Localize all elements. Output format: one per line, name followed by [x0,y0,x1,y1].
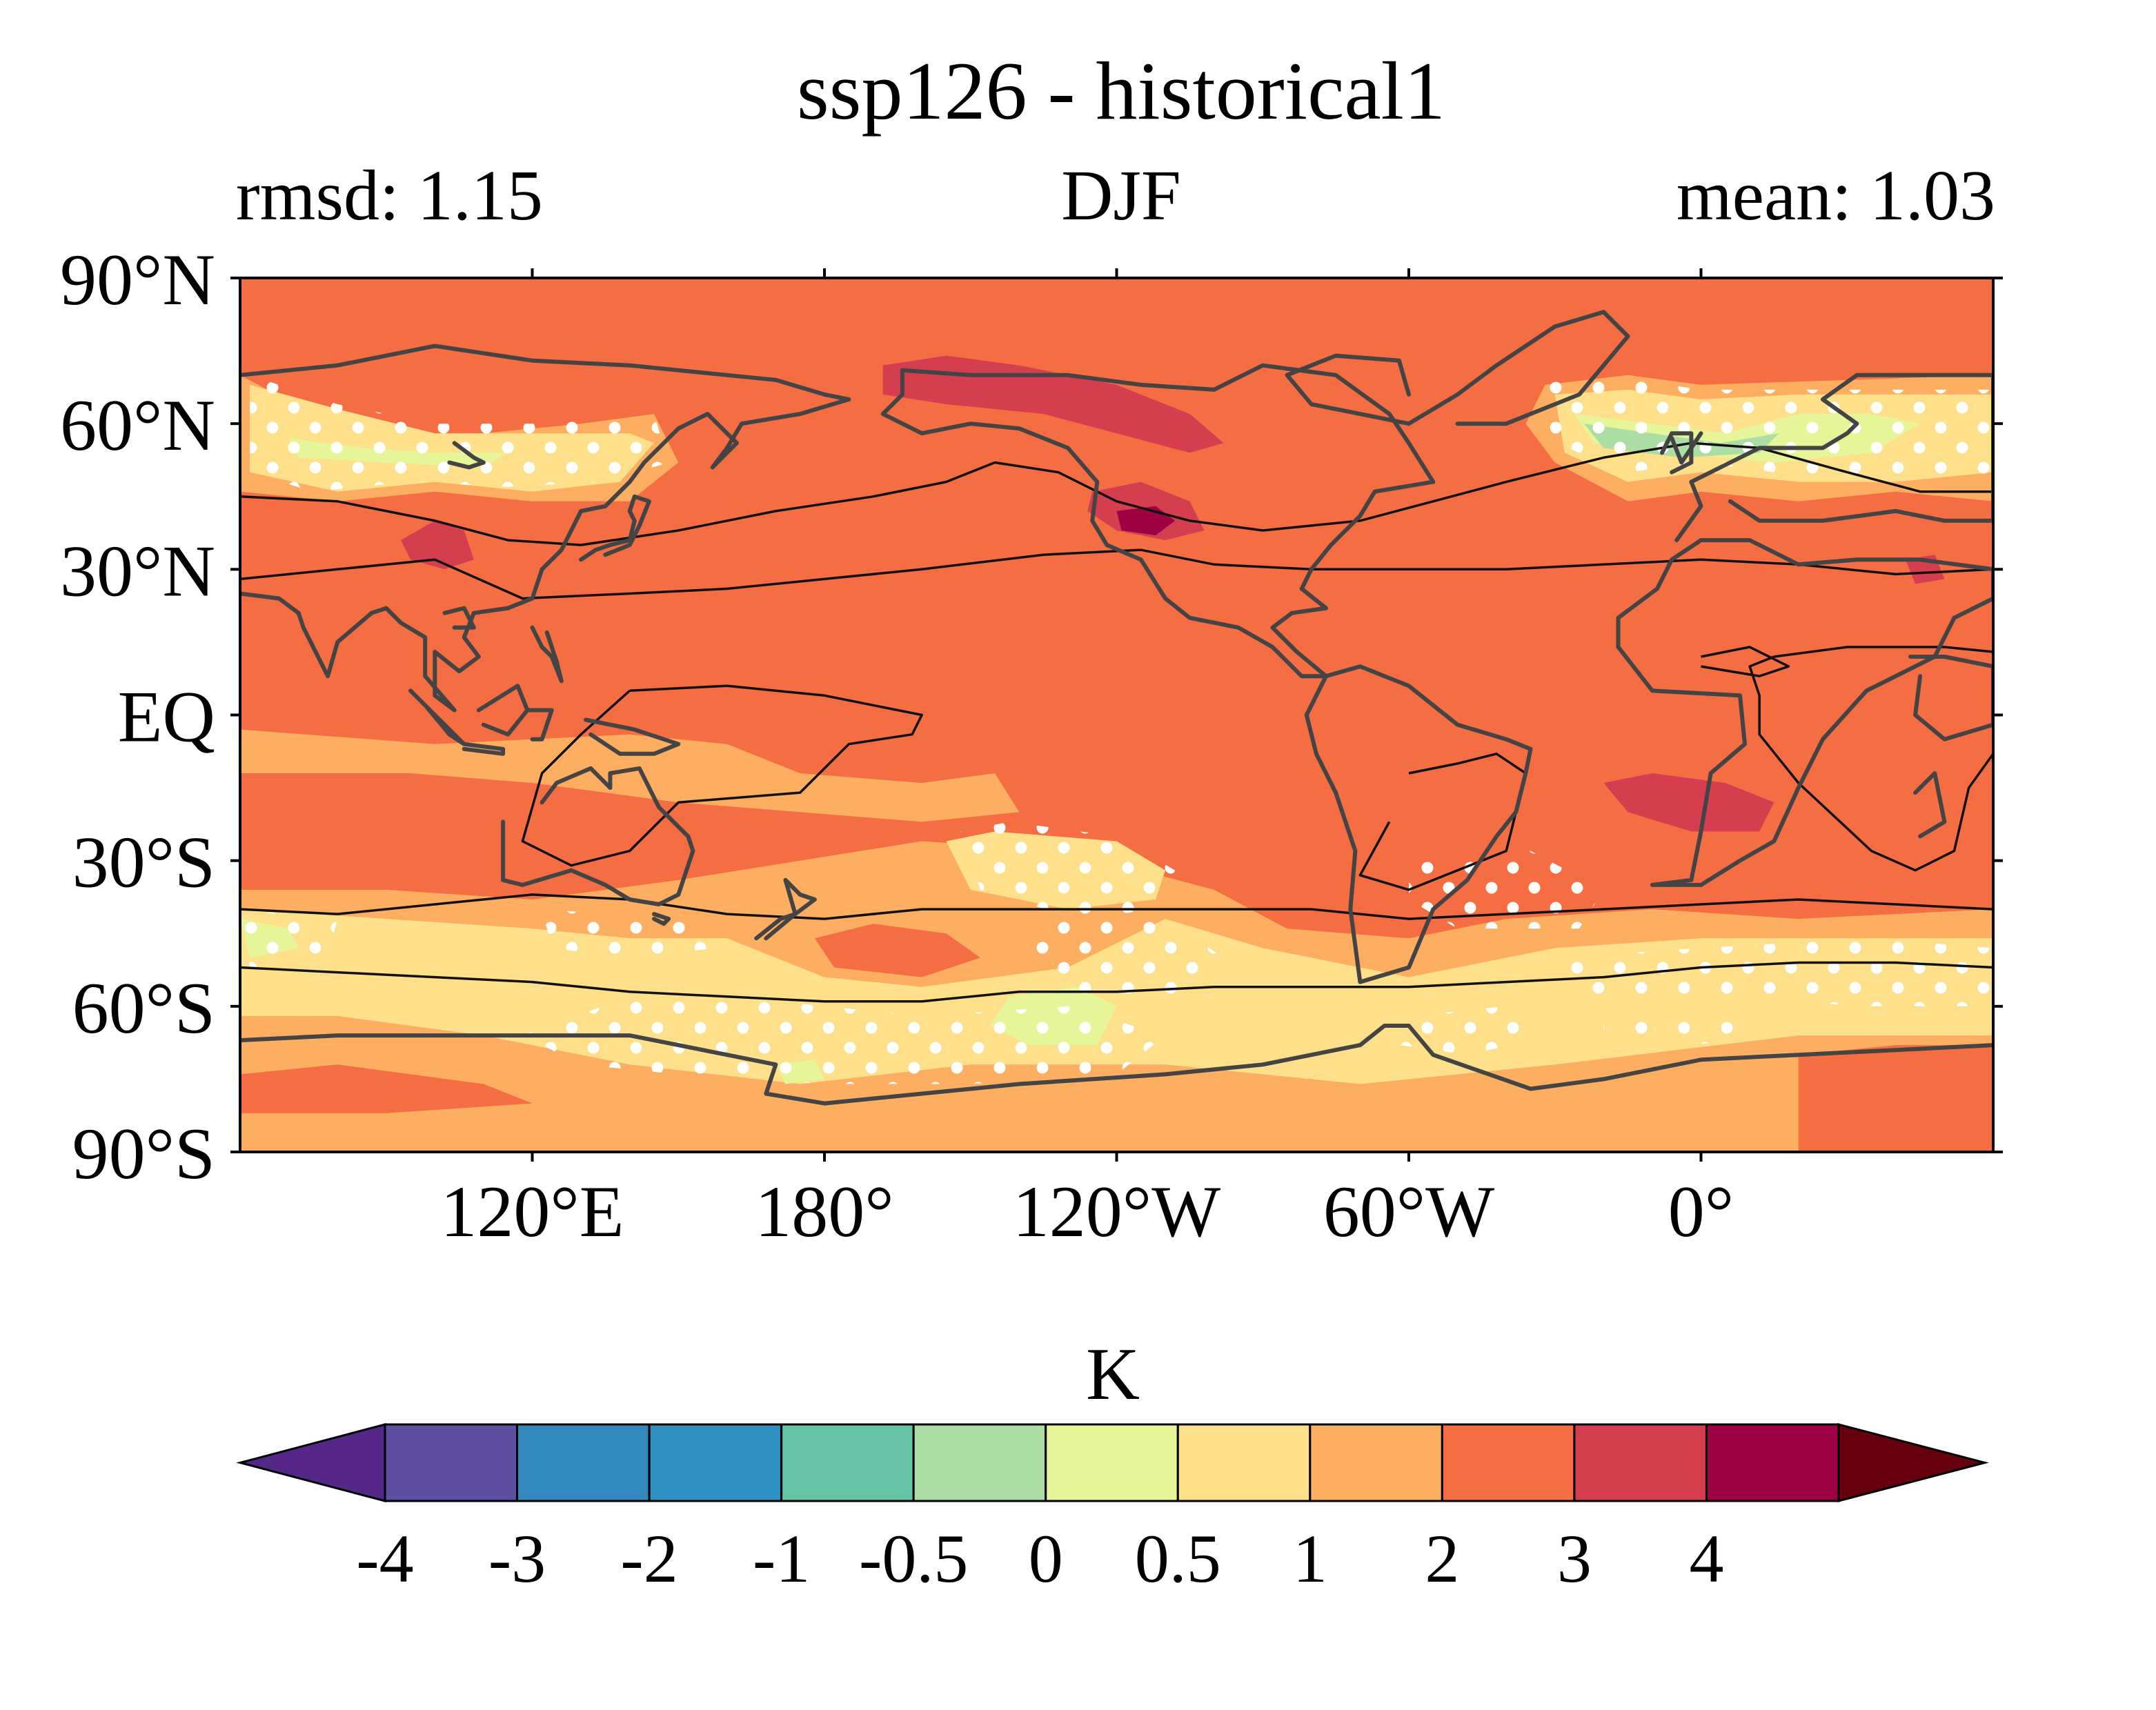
colorbar-swatch [1441,1423,1576,1502]
stipple-region [1029,919,1224,997]
field-region [814,924,980,977]
colorbar-swatch [1045,1423,1179,1502]
colorbar: -4 -3 -2 -1 -0.5 0 0.5 1 2 3 4 [236,1423,1989,1597]
field-region [1603,773,1774,832]
contour-line [240,893,1993,920]
coastline [240,1024,1993,1106]
colorbar-tick-label: -4 [356,1520,413,1597]
coastline [1908,655,1993,742]
coastline [447,441,486,470]
stipple-region [960,822,1176,919]
coastline [1674,372,1993,543]
mean-label: mean: 1.03 [1677,156,1995,235]
coastline [754,877,817,941]
lon-tick-label: 120°W [1013,1171,1220,1252]
colorbar-swatch [516,1423,651,1502]
significance-stippling [240,375,1993,1084]
field-region [882,355,1224,453]
colorbar-swatch [1176,1423,1312,1502]
lon-tick-label: 120°E [440,1171,624,1252]
colorbar-swatch [1705,1423,1840,1502]
colorbar-tick-label: 0 [1029,1520,1063,1597]
colorbar-swatch [912,1423,1047,1502]
coastline [525,708,554,742]
colorbar-under-extension [236,1423,386,1502]
colorbar-tick-label: 2 [1425,1520,1459,1597]
coastline [1670,431,1703,465]
lat-tick-label: EQ [118,677,215,757]
contour-line [240,961,1993,1003]
colorbar-tick-label: 1 [1293,1520,1327,1597]
map-title: ssp126 - historical1 [797,45,1445,137]
contour-line [240,441,1993,546]
field-region [240,729,1020,822]
coastlines [240,310,1993,1106]
coastline [1285,353,1411,426]
lat-tick-label: 90°N [60,239,215,320]
colorbar-tick-label: 3 [1557,1520,1592,1597]
stipple-region [522,996,1166,1084]
coastline [1407,310,1630,426]
colorbar-tick-label: -2 [620,1520,678,1597]
colorbar-swatch [780,1423,915,1502]
coastline [1660,431,1694,475]
lon-tick-label: 0° [1668,1171,1734,1252]
colorbar-tick-label: -1 [753,1520,810,1597]
colorbar-tick-label: 4 [1689,1520,1723,1597]
latitude-axis: 90°N 60°N 30°N EQ 30°S 60°S 90°S [60,239,2003,1194]
colorbar-swatch [384,1423,519,1502]
contour-line [1748,646,1993,872]
climatology-contours [240,441,1993,1003]
coastline [501,766,695,906]
field-region [1798,1045,1993,1152]
colorbar-tick-label: 0.5 [1135,1520,1221,1597]
field-region [240,1064,533,1113]
coastline [462,742,506,756]
colorbar-swatch [648,1423,783,1502]
colorbar-tick-label: -0.5 [859,1520,968,1597]
coastline [1304,664,1533,984]
stipple-region [1398,1006,1555,1055]
stipple-region [1554,938,1993,1006]
stipple-region [240,909,338,968]
lon-tick-label: 180° [755,1171,893,1252]
coastline [1913,771,1947,839]
colorbar-swatch [1573,1423,1708,1502]
coastline [584,717,681,756]
stipple-region [542,909,718,958]
stipple-region [1603,1015,1774,1046]
colorbar-swatch [1309,1423,1443,1502]
field-region [400,520,474,570]
colorbar-tick-label: -3 [488,1520,546,1597]
coastline [652,912,671,926]
contour-line [521,684,923,867]
coastline [240,344,851,713]
lat-tick-label: 60°N [60,385,215,466]
lat-tick-label: 90°S [72,1113,215,1194]
lat-tick-label: 30°N [60,530,215,611]
coastline [530,625,564,684]
longitude-axis: 120°E 180° 120°W 60°W 0° [440,268,1734,1252]
coastline [880,363,1436,679]
stipple-region [1535,375,1993,482]
lat-tick-label: 30°S [72,822,215,903]
coastline [1616,538,1993,887]
colorbar-unit: K [1086,1333,1140,1415]
colorbar-over-extension [1837,1423,1989,1502]
coastline [442,606,476,630]
lon-tick-label: 60°W [1323,1171,1494,1252]
lat-tick-label: 60°S [72,968,215,1048]
season-label: DJF [1061,156,1180,235]
coastline [579,494,651,562]
stipple-region [250,375,669,492]
contour-line [1701,646,1790,677]
contour-line [240,548,1993,600]
rmsd-label: rmsd: 1.15 [236,156,543,235]
